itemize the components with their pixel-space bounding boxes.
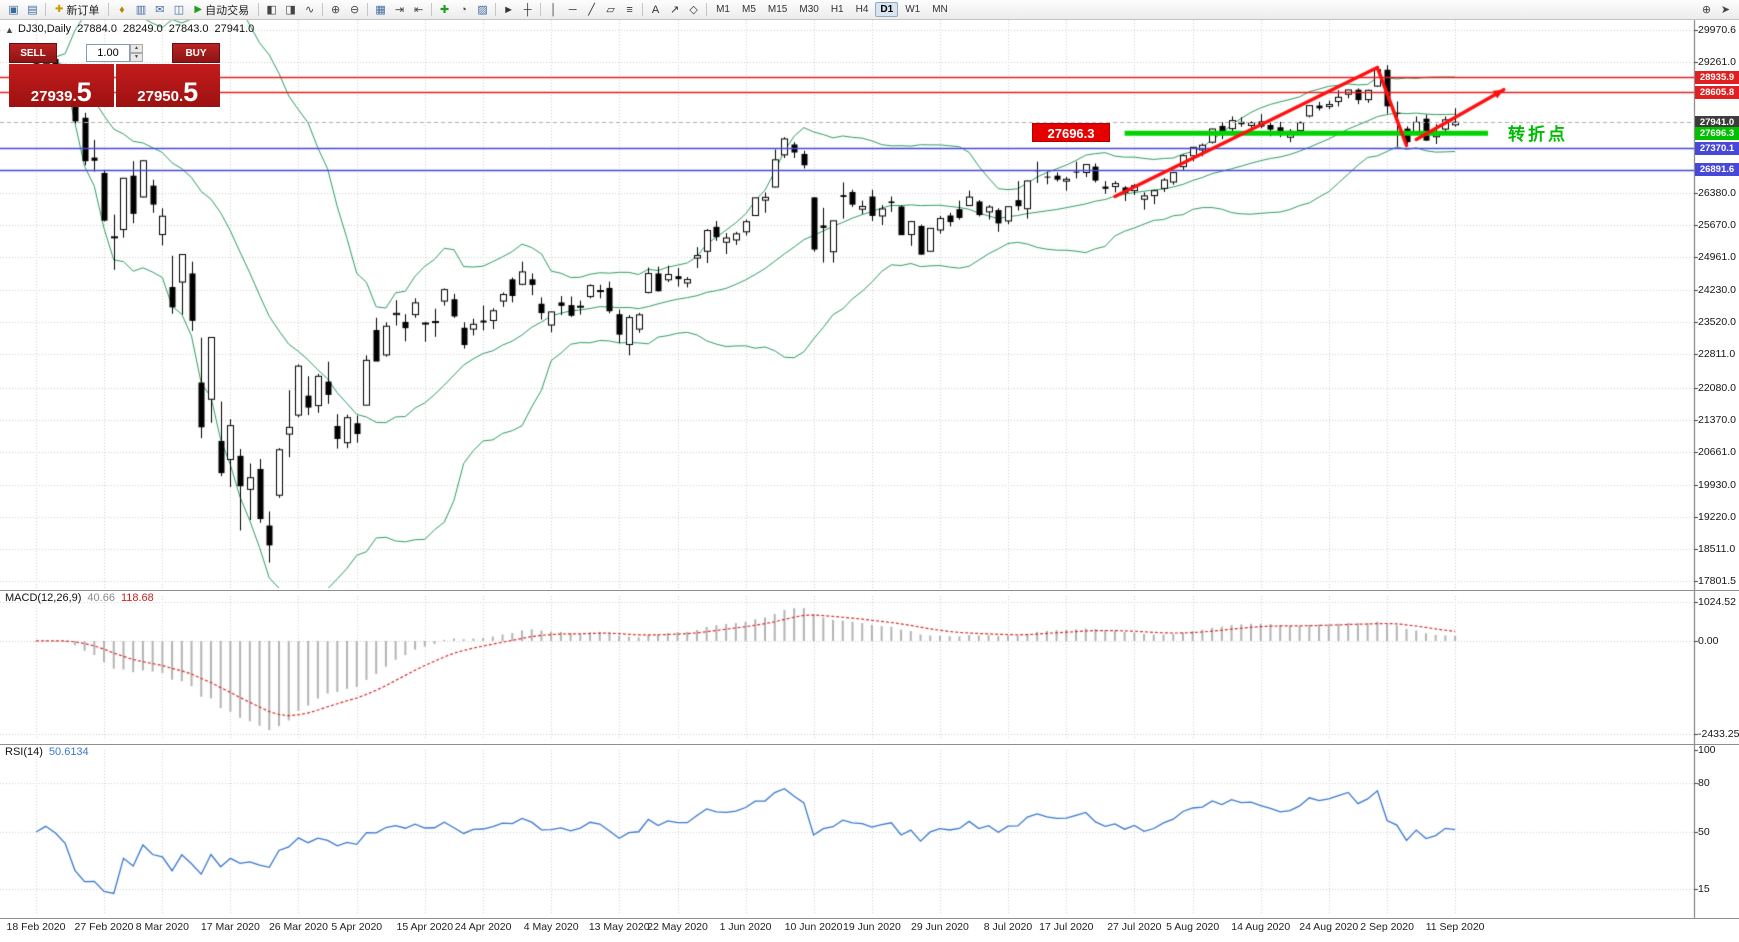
horizontal-line-icon[interactable]: ─ xyxy=(568,3,577,16)
data-window-icon[interactable]: ▥ xyxy=(135,4,147,16)
one-click-trading-panel: SELL ▲ ▼ BUY 27939.5 27950.5 xyxy=(9,43,220,107)
timeframe-m1[interactable]: M1 xyxy=(716,4,730,15)
bars-chart-icon[interactable]: ◧ xyxy=(266,4,277,16)
one-click-toggle[interactable]: ▲ xyxy=(5,25,14,35)
trade-panel-top-row: SELL ▲ ▼ BUY xyxy=(9,43,220,63)
trade-panel-price-row: 27939. 5 27950. 5 xyxy=(9,64,220,107)
macd-main-value: 40.66 xyxy=(87,592,115,604)
rsi-name: RSI(14) xyxy=(5,746,43,758)
new-order-button-label: 新订单 xyxy=(66,4,100,17)
autotrade-icon: ▶ xyxy=(194,4,203,15)
autotrade-button[interactable]: ▶ 自动交易 xyxy=(188,1,255,19)
toolbar-left-group: ▣ ▤ ✚ 新订单 ♦ ▥ ✉ ◫ ▶ 自动交易 ◧ ◨ ∿ ⊕ ⊖ ▦ ⇥ ⇤ ✚ ◔ ▨ ► ┼ │ ─ ╱ ▱ ≡ A ↗ ◇ xyxy=(4,1,710,19)
pivot-point-label[interactable]: 转折点 xyxy=(1508,125,1568,144)
timeframe-d1[interactable]: D1 xyxy=(875,2,899,17)
support-level-label[interactable]: 27696.3 xyxy=(1032,123,1110,142)
toolbar: ▣ ▤ ✚ 新订单 ♦ ▥ ✉ ◫ ▶ 自动交易 ◧ ◨ ∿ ⊕ ⊖ ▦ ⇥ ⇤ ✚ ◔ ▨ ► ┼ │ ─ ╱ ▱ ≡ A ↗ ◇ M1 M… xyxy=(0,0,1739,20)
rsi-value: 50.6134 xyxy=(48,746,89,758)
macd-indicator-label: MACD(12,26,9) 40.66 118.68 xyxy=(5,592,154,604)
toolbar-separator xyxy=(258,3,260,16)
chart-title: DJ30,Daily 27884.0 28249.0 27843.0 27941.0 xyxy=(18,23,260,35)
close-value: 27941.0 xyxy=(214,23,255,35)
toolbar-separator xyxy=(45,3,46,16)
symbol-period-label: DJ30,Daily xyxy=(18,23,72,35)
high-value: 28249.0 xyxy=(122,23,163,35)
toolbar-separator xyxy=(642,3,644,16)
timeframe-w1[interactable]: W1 xyxy=(905,4,921,15)
chart-shift-icon[interactable]: ⇤ xyxy=(413,4,424,16)
vertical-line-icon[interactable]: │ xyxy=(550,3,558,16)
timeframe-m5[interactable]: M5 xyxy=(742,4,756,15)
volume-decrease-button[interactable]: ▼ xyxy=(130,53,143,62)
timeframe-toolbar: M1 M5 M15 M30 H1 H4 D1 W1 MN xyxy=(710,2,954,17)
sell-price-display[interactable]: 27939. 5 xyxy=(9,64,114,107)
zoom-in-icon[interactable]: ⊕ xyxy=(330,4,341,16)
buy-button[interactable]: BUY xyxy=(172,43,220,63)
buy-price-big: 5 xyxy=(183,77,199,108)
volume-control: ▲ ▼ xyxy=(86,44,143,62)
cursor-icon[interactable]: ► xyxy=(503,3,515,16)
trendline-icon[interactable]: ╱ xyxy=(588,4,595,16)
new-chart-icon[interactable]: ▣ xyxy=(8,4,19,16)
period-icon[interactable]: ◔ xyxy=(460,3,467,16)
low-value: 27843.0 xyxy=(168,23,209,35)
toolbar-separator xyxy=(322,3,324,16)
terminal-icon[interactable]: ◫ xyxy=(173,4,185,16)
timeframe-h4[interactable]: H4 xyxy=(855,4,869,15)
timeframe-mn[interactable]: MN xyxy=(932,4,948,15)
market-watch-icon[interactable]: ♦ xyxy=(119,3,125,16)
shapes-icon[interactable]: ◇ xyxy=(689,4,698,16)
toolbar-separator xyxy=(706,3,708,16)
crosshair-icon[interactable]: ┼ xyxy=(523,3,532,16)
sell-price-main: 27939. xyxy=(30,88,77,105)
buy-price-main: 27950. xyxy=(137,88,184,105)
new-order-button[interactable]: ✚ 新订单 xyxy=(49,1,105,19)
chart-profiles-icon[interactable]: ▤ xyxy=(27,4,38,16)
toolbar-separator xyxy=(540,3,542,16)
volume-spinner: ▲ ▼ xyxy=(130,44,143,62)
candles-chart-icon[interactable]: ◨ xyxy=(285,4,296,16)
sell-price-big: 5 xyxy=(76,77,92,108)
new-order-icon: ✚ xyxy=(55,4,64,15)
macd-name: MACD(12,26,9) xyxy=(5,592,82,604)
arrows-icon[interactable]: ↗ xyxy=(669,4,680,16)
channel-icon[interactable]: ▱ xyxy=(606,4,615,16)
volume-increase-button[interactable]: ▲ xyxy=(130,44,143,53)
add-indicator-icon[interactable]: ✚ xyxy=(439,4,450,16)
fibonacci-icon[interactable]: ≡ xyxy=(626,3,633,16)
toolbar-right-group: ⊕ ➤ xyxy=(1697,1,1735,19)
buy-price-display[interactable]: 27950. 5 xyxy=(115,64,220,108)
open-value: 27884.0 xyxy=(77,23,117,35)
magnifier-icon[interactable]: ⊕ xyxy=(1701,4,1712,16)
toolbar-separator xyxy=(367,3,369,16)
templates-icon[interactable]: ▨ xyxy=(477,4,488,16)
rsi-indicator-label: RSI(14) 50.6134 xyxy=(5,746,89,758)
zoom-out-icon[interactable]: ⊖ xyxy=(349,4,360,16)
navigator-icon[interactable]: ✉ xyxy=(155,4,165,16)
tile-windows-icon[interactable]: ▦ xyxy=(375,4,386,16)
macd-signal-value: 118.68 xyxy=(120,592,154,604)
toolbar-separator xyxy=(108,3,110,16)
timeframe-m15[interactable]: M15 xyxy=(767,4,788,15)
timeframe-m30[interactable]: M30 xyxy=(799,4,819,15)
toolbar-separator xyxy=(431,3,433,16)
toolbar-separator xyxy=(495,3,497,16)
volume-input[interactable] xyxy=(86,44,130,62)
auto-scroll-icon[interactable]: ⇥ xyxy=(394,4,405,16)
pointer-icon[interactable]: ➤ xyxy=(1720,4,1731,16)
text-icon[interactable]: A xyxy=(651,3,660,16)
timeframe-h1[interactable]: H1 xyxy=(830,4,844,15)
autotrade-button-label: 自动交易 xyxy=(205,4,250,17)
line-chart-icon[interactable]: ∿ xyxy=(304,4,315,16)
sell-button[interactable]: SELL xyxy=(9,43,57,63)
